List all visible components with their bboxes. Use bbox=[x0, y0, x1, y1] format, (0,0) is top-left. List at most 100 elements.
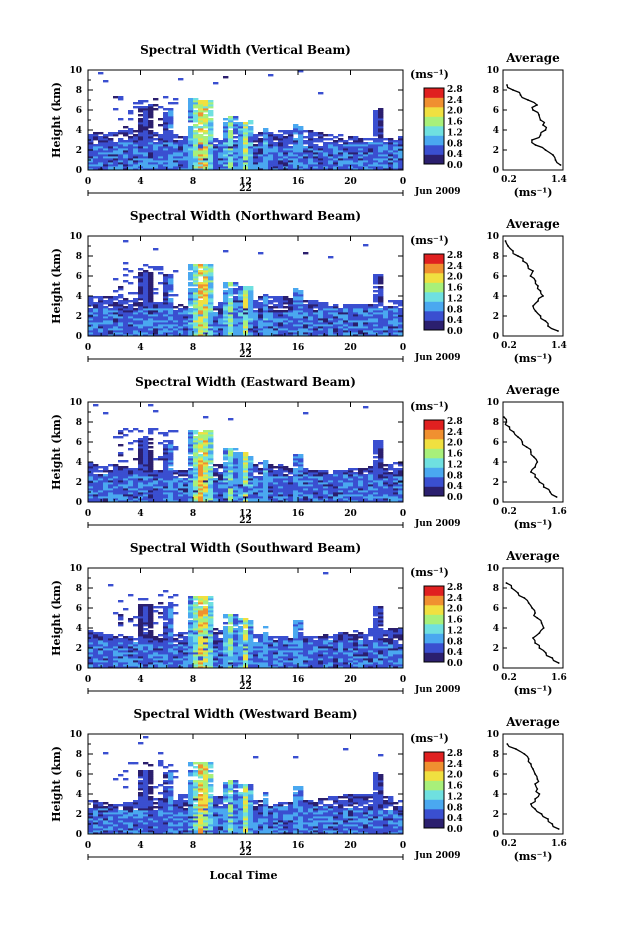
heatmap-cell bbox=[163, 638, 169, 641]
heatmap-cell bbox=[358, 324, 364, 327]
heatmap-cell bbox=[203, 118, 209, 121]
heatmap-cell bbox=[368, 324, 374, 327]
heatmap-cell bbox=[388, 330, 394, 333]
heatmap-cell bbox=[238, 304, 244, 307]
heatmap-cell bbox=[318, 152, 324, 155]
heatmap-cell bbox=[288, 328, 294, 331]
heatmap-cell bbox=[168, 440, 174, 443]
heatmap-cell bbox=[363, 166, 369, 169]
heatmap-cell bbox=[373, 134, 379, 137]
heatmap-cell bbox=[88, 490, 94, 493]
heatmap-cell bbox=[118, 328, 124, 331]
heatmap-cell bbox=[88, 134, 94, 137]
heatmap-cell bbox=[228, 500, 234, 503]
heatmap-cell bbox=[298, 312, 304, 315]
heatmap-cell bbox=[378, 168, 384, 171]
heatmap-cell bbox=[173, 484, 179, 487]
heatmap-cell bbox=[233, 496, 239, 499]
heatmap-cell bbox=[193, 462, 199, 465]
heatmap-cell bbox=[118, 162, 124, 165]
average-frame bbox=[502, 235, 564, 337]
heatmap-cell bbox=[298, 144, 304, 147]
heatmap-cell bbox=[243, 286, 249, 289]
heatmap-cell bbox=[263, 328, 269, 331]
heatmap-cell bbox=[138, 158, 144, 161]
heatmap-cell bbox=[333, 144, 339, 147]
heatmap-cell bbox=[138, 322, 144, 325]
heatmap-cell bbox=[248, 308, 254, 311]
heatmap-cell bbox=[368, 488, 374, 491]
heatmap-cell bbox=[243, 148, 249, 151]
heatmap-cell bbox=[293, 468, 299, 471]
heatmap-cell bbox=[208, 444, 214, 447]
heatmap-cell bbox=[168, 500, 174, 503]
heatmap-cell bbox=[158, 480, 164, 483]
heatmap-cell bbox=[108, 138, 114, 141]
heatmap-cell bbox=[378, 478, 384, 481]
heatmap-cell bbox=[203, 120, 209, 123]
heatmap-cell bbox=[313, 480, 319, 483]
heatmap-cell bbox=[278, 302, 284, 305]
heatmap-cell bbox=[193, 614, 199, 617]
heatmap-cell bbox=[228, 326, 234, 329]
heatmap-cell bbox=[258, 498, 264, 501]
heatmap-cell bbox=[153, 666, 159, 669]
heatmap-cell bbox=[168, 294, 174, 297]
heatmap-cell bbox=[168, 446, 174, 449]
heatmap-cell bbox=[248, 320, 254, 323]
heatmap-cell bbox=[378, 326, 384, 329]
heatmap-cell bbox=[168, 156, 174, 159]
heatmap-cell bbox=[318, 146, 324, 149]
heatmap-cell bbox=[178, 496, 184, 499]
heatmap-cell bbox=[333, 142, 339, 145]
heatmap-cell bbox=[168, 660, 174, 663]
heatmap-cell bbox=[163, 448, 169, 451]
heatmap-cell bbox=[288, 160, 294, 163]
heatmap-cell bbox=[93, 146, 99, 149]
heatmap-cell bbox=[248, 500, 254, 503]
heatmap-cell bbox=[188, 462, 194, 465]
heatmap-cell bbox=[163, 316, 169, 319]
heatmap-cell bbox=[138, 450, 144, 453]
heatmap-cell bbox=[348, 494, 354, 497]
heatmap-cell bbox=[383, 142, 389, 145]
heatmap-cell bbox=[248, 144, 254, 147]
heatmap-cell bbox=[163, 462, 169, 465]
heatmap-cell bbox=[393, 302, 399, 305]
heatmap-cell bbox=[133, 106, 139, 109]
heatmap-cell bbox=[133, 300, 139, 303]
heatmap-cell bbox=[338, 334, 344, 337]
heatmap-cell bbox=[183, 654, 189, 657]
heatmap-cell bbox=[283, 322, 289, 325]
heatmap-cell bbox=[133, 298, 139, 301]
heatmap-cell bbox=[163, 474, 169, 477]
x-tick-label: 0 bbox=[85, 343, 91, 353]
heatmap-cell bbox=[188, 596, 194, 599]
heatmap-cell bbox=[203, 482, 209, 485]
heatmap-cell bbox=[233, 308, 239, 311]
heatmap-cell bbox=[303, 142, 309, 145]
heatmap-cell bbox=[243, 162, 249, 165]
heatmap-cell bbox=[223, 482, 229, 485]
heatmap-cell bbox=[388, 162, 394, 165]
heatmap-cell bbox=[313, 332, 319, 335]
heatmap-cell bbox=[193, 310, 199, 313]
heatmap-cell bbox=[198, 128, 204, 131]
heatmap-cell bbox=[373, 114, 379, 117]
heatmap-cell bbox=[373, 324, 379, 327]
heatmap-cell bbox=[173, 136, 179, 139]
heatmap-cell bbox=[233, 462, 239, 465]
heatmap-cell bbox=[138, 140, 144, 143]
heatmap-cell bbox=[223, 468, 229, 471]
heatmap-cell bbox=[198, 308, 204, 311]
heatmap-cell bbox=[313, 328, 319, 331]
heatmap-cell bbox=[118, 654, 124, 657]
heatmap-cell bbox=[103, 644, 109, 647]
heatmap-cell bbox=[373, 488, 379, 491]
heatmap-cell bbox=[98, 660, 104, 663]
heatmap-cell bbox=[353, 144, 359, 147]
heatmap-cell bbox=[148, 472, 154, 475]
heatmap-cell bbox=[158, 136, 164, 139]
heatmap-cell bbox=[183, 636, 189, 639]
heatmap-cell bbox=[203, 430, 209, 433]
